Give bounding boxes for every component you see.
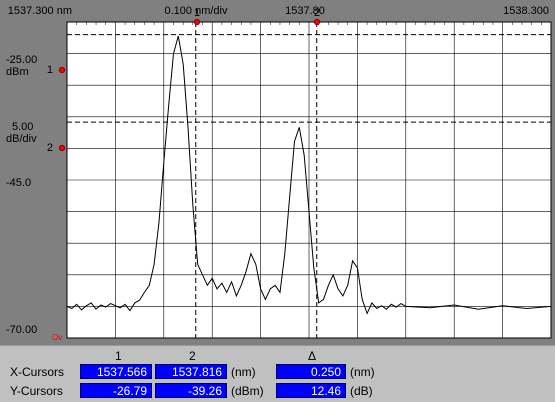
scale-value-label: 5.00: [12, 121, 33, 133]
y-cursor-1-tag: 1: [47, 64, 53, 76]
scale-unit-label: dB/div: [6, 133, 37, 145]
osa-display: 1537.300 nm 0.100 nm/div 1537.80 1538.30…: [0, 0, 555, 345]
center-wavelength-label: 1537.80: [285, 5, 325, 17]
y-cursor-2-handle[interactable]: [58, 144, 66, 152]
y-unit-label: (dBm): [231, 384, 264, 398]
y-cursors-label: Y-Cursors: [10, 384, 63, 398]
end-wavelength-label: 1538.300: [503, 5, 549, 17]
spectrum-trace: [66, 35, 552, 315]
x-cursors-label: X-Cursors: [10, 365, 65, 379]
col1-header: 1: [115, 349, 122, 363]
x-cursor-1-tag: 1: [194, 7, 200, 19]
reference-unit-label: dBm: [6, 66, 29, 78]
spectrum-plot: 1537.300 nm 0.100 nm/div 1537.80 1538.30…: [6, 5, 552, 342]
x-unit-label: (nm): [231, 365, 256, 379]
x-delta-unit-label: (nm): [350, 365, 375, 379]
bottom-level-label: -70.00: [6, 324, 37, 336]
y-cursor-2-tag: 2: [47, 142, 53, 154]
overflow-indicator: Ov: [52, 333, 62, 342]
x-cursor-2-tag: 2: [314, 7, 320, 19]
col2-header: 2: [189, 349, 196, 363]
start-wavelength-label: 1537.300 nm: [8, 5, 72, 17]
y-delta-unit-label: (dB): [350, 384, 373, 398]
grid: [67, 22, 551, 338]
y-delta-value: 12.46: [276, 383, 346, 398]
cursor-readout-panel: 1 2 Δ X-Cursors 1537.566 1537.816 (nm) 0…: [0, 345, 555, 402]
x-cursor-2-handle[interactable]: [313, 18, 321, 26]
y-cursor-2-value: -39.26: [155, 383, 227, 398]
x-delta-value: 0.250: [276, 364, 346, 379]
x-cursor-1-handle[interactable]: [193, 18, 201, 26]
wavelength-scale-label: 0.100 nm/div: [165, 5, 228, 17]
x-cursor-1-value: 1537.566: [80, 364, 152, 379]
reference-level-label: -25.00: [6, 54, 37, 66]
y-cursor-1-value: -26.79: [80, 383, 152, 398]
x-cursor-2-value: 1537.816: [155, 364, 227, 379]
cursor-lines: [67, 22, 551, 338]
mid-level-label: -45.0: [6, 177, 31, 189]
y-cursor-1-handle[interactable]: [58, 66, 66, 74]
delta-header: Δ: [308, 349, 317, 363]
